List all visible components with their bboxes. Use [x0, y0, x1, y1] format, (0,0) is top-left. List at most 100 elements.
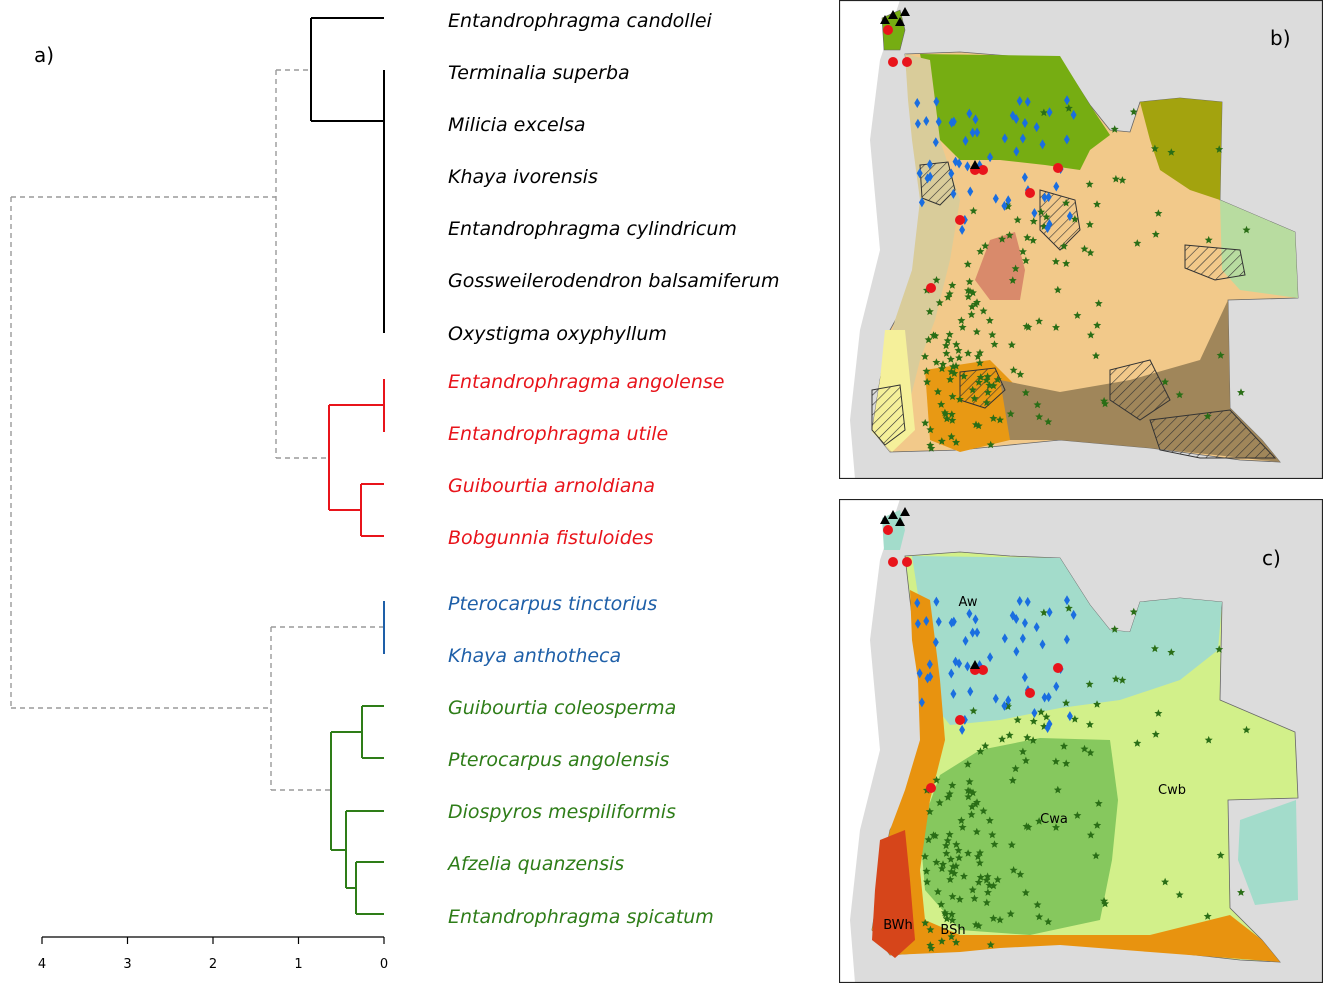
green-star-marker — [976, 348, 984, 357]
green-star-marker — [1035, 412, 1044, 421]
green-star-marker — [996, 915, 1004, 924]
blue-diamond-marker — [926, 659, 933, 670]
red-circle-marker — [883, 25, 893, 35]
species-label: Entandrophragma spicatum — [448, 906, 714, 928]
green-star-marker — [1204, 235, 1213, 244]
green-star-marker — [1029, 717, 1038, 725]
green-star-marker — [985, 816, 994, 824]
red-circle-marker — [888, 557, 898, 567]
green-star-marker — [1035, 912, 1044, 921]
green-star-marker — [974, 421, 983, 430]
green-star-marker — [960, 872, 968, 880]
panel-c-label: c) — [1262, 546, 1281, 570]
blue-diamond-marker — [924, 173, 931, 184]
green-star-marker — [1100, 396, 1109, 405]
blue-diamond-marker — [1013, 114, 1020, 125]
blue-diamond-marker — [1041, 192, 1048, 203]
axis-tick-label: 4 — [38, 957, 46, 972]
blue-diamond-marker — [967, 686, 974, 697]
green-star-marker — [1053, 785, 1062, 794]
green-star-marker — [990, 840, 999, 848]
green-star-marker — [942, 849, 951, 857]
green-star-marker — [948, 392, 957, 400]
green-star-marker — [926, 941, 935, 949]
green-star-marker — [1064, 104, 1073, 112]
green-star-marker — [938, 864, 946, 873]
green-star-marker — [1007, 340, 1016, 349]
green-star-marker — [949, 362, 958, 371]
green-star-marker — [1023, 733, 1032, 742]
blue-diamond-marker — [962, 635, 969, 646]
green-star-marker — [993, 375, 1002, 384]
species-label: Pterocarpus angolensis — [448, 749, 670, 771]
blue-diamond-marker — [1063, 634, 1070, 645]
panel-b-vegetation-map: b) — [839, 0, 1323, 479]
green-star-marker — [1060, 742, 1068, 750]
blue-diamond-marker — [987, 152, 994, 163]
green-star-marker — [963, 260, 972, 268]
blue-diamond-marker — [1066, 211, 1073, 222]
green-star-marker — [970, 394, 979, 402]
green-star-marker — [965, 277, 974, 286]
blue-diamond-marker — [1053, 681, 1060, 692]
green-star-marker — [1021, 756, 1030, 765]
green-star-marker — [1175, 890, 1184, 899]
climate-zone-cwa: Cwa — [1040, 812, 1068, 827]
green-star-marker — [937, 400, 946, 408]
axis-tick-label: 3 — [123, 957, 131, 972]
climate-zone-labels: Aw Cwb Cwa BSh BWh — [883, 595, 1186, 938]
green-star-marker — [1052, 823, 1060, 831]
green-star-marker — [937, 437, 946, 445]
red-circle-marker — [1053, 163, 1063, 173]
green-star-marker — [960, 372, 968, 380]
green-star-marker — [968, 802, 976, 811]
cluster-green — [330, 705, 384, 915]
species-labels: Entandrophragma candollei Terminalia supe… — [446, 10, 779, 928]
green-star-marker — [972, 420, 980, 429]
blue-diamond-marker — [914, 598, 921, 609]
green-star-marker — [946, 875, 955, 883]
blue-diamond-marker — [956, 158, 963, 169]
species-label: Terminalia superba — [448, 62, 630, 84]
green-star-marker — [968, 302, 976, 311]
green-star-marker — [986, 940, 995, 949]
green-star-marker — [976, 873, 985, 881]
green-star-marker — [948, 416, 957, 424]
green-star-marker — [1009, 866, 1018, 874]
green-star-marker — [1086, 330, 1095, 339]
green-star-marker — [937, 937, 946, 945]
green-star-marker — [1006, 409, 1015, 418]
green-star-marker — [1085, 720, 1094, 728]
species-label: Bobgunnia fistuloides — [448, 527, 653, 549]
hatched-areas-b — [871, 161, 1277, 459]
green-star-marker — [963, 760, 972, 768]
green-star-marker — [950, 369, 959, 377]
blue-diamond-marker — [933, 96, 940, 107]
red-circle-marker — [955, 215, 965, 225]
green-star-marker — [1009, 366, 1018, 374]
green-star-marker — [1110, 125, 1119, 133]
green-star-marker — [982, 898, 991, 907]
green-star-marker — [1086, 830, 1095, 839]
green-star-marker — [1008, 776, 1017, 784]
green-star-marker — [938, 364, 946, 373]
blue-diamond-marker — [935, 616, 942, 627]
green-star-marker — [927, 444, 936, 452]
panel-c-climate-map: Aw Cwb Cwa BSh BWh c) — [839, 499, 1323, 983]
blue-diamond-marker — [959, 724, 966, 735]
green-star-marker — [1216, 851, 1225, 859]
green-star-marker — [989, 414, 998, 422]
blue-diamond-marker — [1021, 117, 1028, 128]
green-star-marker — [967, 310, 976, 319]
green-star-marker — [983, 388, 992, 396]
blue-diamond-marker — [914, 618, 921, 629]
green-star-marker — [1154, 209, 1163, 217]
blue-diamond-marker — [950, 688, 957, 699]
green-star-marker — [942, 414, 951, 423]
green-star-marker — [1029, 236, 1038, 244]
green-star-marker — [1133, 239, 1142, 247]
species-label: Pterocarpus tinctorius — [448, 593, 657, 615]
green-star-marker — [982, 876, 991, 884]
green-star-marker — [1215, 145, 1224, 153]
blue-diamond-marker — [1046, 219, 1053, 230]
